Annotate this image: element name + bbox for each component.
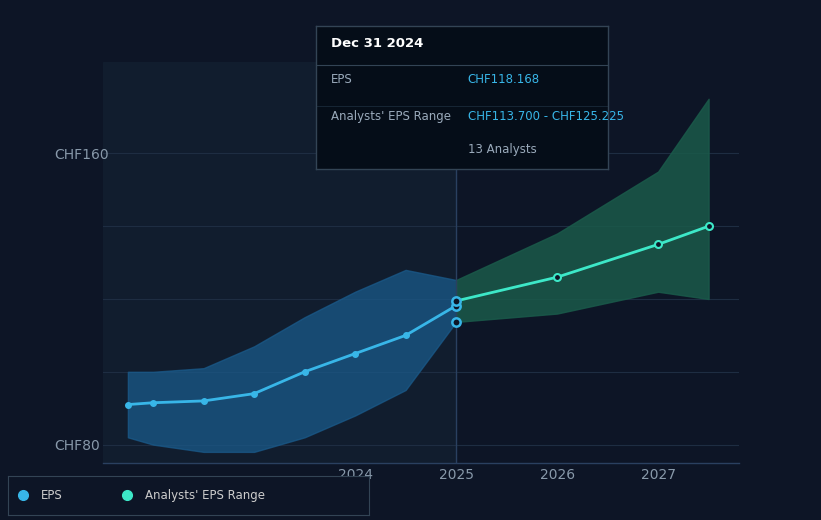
Text: Analysts Forecasts: Analysts Forecasts bbox=[466, 142, 583, 155]
Text: CHF113.700 - CHF125.225: CHF113.700 - CHF125.225 bbox=[468, 110, 624, 123]
Text: Dec 31 2024: Dec 31 2024 bbox=[331, 37, 423, 50]
Text: 13 Analysts: 13 Analysts bbox=[468, 143, 536, 156]
Text: CHF118.168: CHF118.168 bbox=[468, 73, 539, 86]
Text: Actual: Actual bbox=[406, 142, 446, 155]
Bar bbox=[103, 62, 456, 463]
Text: Analysts' EPS Range: Analysts' EPS Range bbox=[145, 489, 265, 502]
Text: EPS: EPS bbox=[41, 489, 62, 502]
Text: Analysts' EPS Range: Analysts' EPS Range bbox=[331, 110, 451, 123]
Text: EPS: EPS bbox=[331, 73, 352, 86]
